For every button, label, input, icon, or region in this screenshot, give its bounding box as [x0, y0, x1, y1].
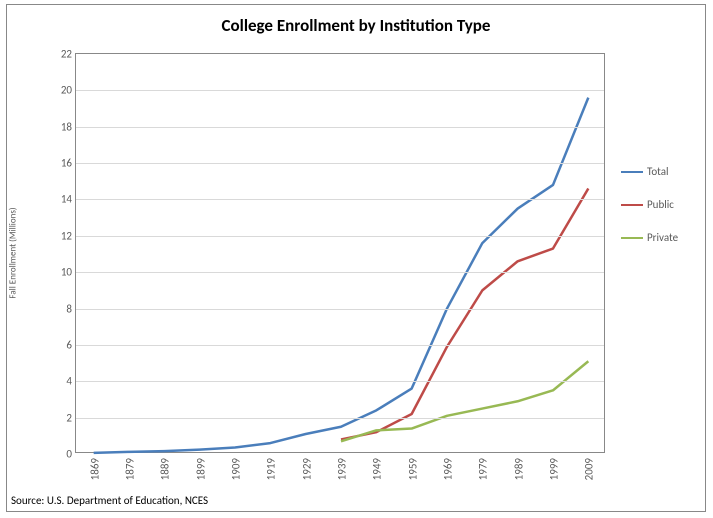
y-tick-label: 4 — [66, 375, 76, 388]
y-axis-label: Fall Enrollment (Millions) — [8, 207, 19, 298]
y-tick-label: 20 — [61, 84, 76, 97]
plot-area: 0246810121416182022186918791889189919091… — [75, 53, 605, 453]
legend-swatch — [621, 237, 643, 239]
gridline — [76, 418, 604, 419]
legend-label: Private — [647, 231, 678, 244]
gridline — [76, 381, 604, 382]
x-tick-label: 1919 — [263, 458, 278, 480]
gridline — [76, 272, 604, 273]
y-tick-label: 2 — [66, 411, 76, 424]
gridline — [76, 345, 604, 346]
x-tick-label: 1989 — [510, 458, 525, 480]
y-tick-label: 0 — [66, 448, 76, 461]
y-tick-label: 16 — [61, 157, 76, 170]
gridline — [76, 309, 604, 310]
y-tick-label: 12 — [61, 229, 76, 242]
y-tick-label: 14 — [61, 193, 76, 206]
x-tick-label: 1909 — [228, 458, 243, 480]
legend-item-private: Private — [621, 231, 678, 244]
legend-item-public: Public — [621, 198, 678, 211]
chart-title: College Enrollment by Institution Type — [7, 15, 705, 36]
x-tick-label: 1889 — [157, 458, 172, 480]
x-tick-label: 1939 — [334, 458, 349, 480]
x-tick-label: 1969 — [440, 458, 455, 480]
y-tick-label: 8 — [66, 302, 76, 315]
series-line-public — [341, 189, 588, 440]
x-tick-label: 1929 — [298, 458, 313, 480]
y-tick-label: 10 — [61, 266, 76, 279]
x-tick-label: 1959 — [404, 458, 419, 480]
x-tick-label: 2009 — [581, 458, 596, 480]
x-tick-label: 1869 — [86, 458, 101, 480]
series-line-private — [341, 361, 588, 441]
gridline — [76, 236, 604, 237]
gridline — [76, 90, 604, 91]
series-line-total — [94, 98, 589, 453]
gridline — [76, 127, 604, 128]
series-lines — [76, 54, 606, 454]
legend-item-total: Total — [621, 165, 678, 178]
chart-frame: College Enrollment by Institution Type 0… — [6, 4, 706, 512]
y-tick-label: 22 — [61, 48, 76, 61]
x-tick-label: 1979 — [475, 458, 490, 480]
x-tick-label: 1879 — [122, 458, 137, 480]
legend-label: Total — [647, 165, 669, 178]
legend-swatch — [621, 171, 643, 173]
y-tick-label: 6 — [66, 338, 76, 351]
source-text: Source: U.S. Department of Education, NC… — [11, 494, 208, 507]
gridline — [76, 163, 604, 164]
legend-swatch — [621, 204, 643, 206]
x-tick-label: 1999 — [546, 458, 561, 480]
y-tick-label: 18 — [61, 120, 76, 133]
x-tick-label: 1949 — [369, 458, 384, 480]
legend-label: Public — [647, 198, 674, 211]
gridline — [76, 199, 604, 200]
x-tick-label: 1899 — [192, 458, 207, 480]
legend: Total Public Private — [621, 145, 678, 264]
